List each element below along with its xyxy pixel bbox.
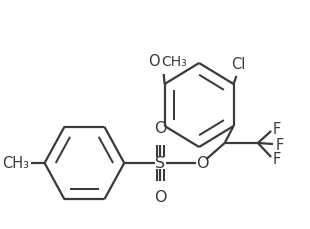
Text: O: O: [154, 121, 166, 136]
Text: O: O: [154, 190, 166, 205]
Text: F: F: [273, 152, 281, 166]
Text: F: F: [273, 122, 281, 136]
Text: O: O: [196, 155, 208, 171]
Text: O: O: [148, 54, 160, 69]
Text: F: F: [276, 137, 284, 153]
Text: CH₃: CH₃: [2, 155, 29, 171]
Text: Cl: Cl: [231, 57, 246, 72]
Text: S: S: [155, 155, 165, 171]
Text: CH₃: CH₃: [161, 55, 187, 69]
